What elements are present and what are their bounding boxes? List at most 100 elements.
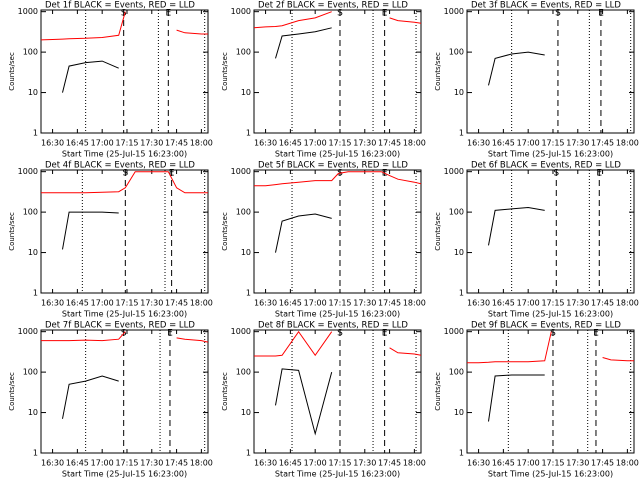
y-tick-label: 1000 bbox=[444, 7, 464, 16]
x-tick-label: 16:30 bbox=[41, 459, 64, 468]
x-tick-label: 18:00 bbox=[190, 299, 213, 308]
y-tick-label: 1000 bbox=[444, 327, 464, 336]
marker-label: E bbox=[167, 329, 173, 339]
marker-label: E bbox=[596, 169, 602, 179]
x-tick-label: 17:30 bbox=[566, 299, 589, 308]
y-tick-label: 100 bbox=[236, 368, 251, 377]
x-tick-label: 16:30 bbox=[467, 299, 490, 308]
x-tick-label: 16:30 bbox=[254, 459, 277, 468]
x-tick-label: 17:45 bbox=[591, 139, 614, 148]
series-line bbox=[254, 171, 421, 187]
y-tick-label: 100 bbox=[449, 368, 464, 377]
panel: Det 9f BLACK = Events, RED = LLD Start Ti… bbox=[434, 321, 639, 479]
x-tick-label: 17:45 bbox=[165, 139, 188, 148]
x-tick-label: 17:30 bbox=[140, 459, 163, 468]
x-tick-label: 17:00 bbox=[304, 459, 327, 468]
x-tick-label: 17:15 bbox=[115, 459, 138, 468]
series-line bbox=[488, 374, 545, 422]
y-tick-label: 10 bbox=[28, 248, 38, 257]
plot-frame bbox=[40, 169, 209, 294]
panel: Det 1f BLACK = Events, RED = LLD Start Ti… bbox=[8, 1, 213, 159]
chart-title: Det 2f BLACK = Events, RED = LLD bbox=[258, 1, 408, 11]
x-axis-label: Start Time (25-Jul-15 16:23:00) bbox=[275, 470, 400, 479]
y-axis-label: Counts/sec bbox=[8, 52, 16, 91]
x-tick-label: 17:45 bbox=[378, 139, 401, 148]
marker-label: S bbox=[337, 9, 343, 19]
x-tick-label: 18:00 bbox=[616, 139, 639, 148]
x-tick-label: 16:45 bbox=[279, 299, 302, 308]
marker-label: S bbox=[555, 9, 561, 19]
y-tick-label: 1 bbox=[246, 129, 251, 138]
y-axis-label: Counts/sec bbox=[434, 212, 442, 251]
x-tick-label: 16:30 bbox=[41, 299, 64, 308]
y-tick-label: 10 bbox=[241, 408, 251, 417]
y-tick-label: 1 bbox=[33, 289, 38, 298]
series-line bbox=[275, 27, 332, 59]
series-line bbox=[254, 330, 421, 357]
x-tick-label: 17:45 bbox=[378, 299, 401, 308]
marker-label: S bbox=[550, 329, 556, 339]
x-tick-label: 17:45 bbox=[165, 459, 188, 468]
x-tick-label: 18:00 bbox=[190, 139, 213, 148]
x-tick-label: 17:00 bbox=[91, 299, 114, 308]
x-tick-label: 18:00 bbox=[403, 459, 426, 468]
x-tick-label: 17:15 bbox=[541, 459, 564, 468]
series-line bbox=[254, 11, 421, 29]
x-axis-label: Start Time (25-Jul-15 16:23:00) bbox=[62, 150, 187, 159]
y-tick-label: 1 bbox=[459, 449, 464, 458]
x-tick-label: 16:45 bbox=[66, 299, 89, 308]
x-tick-label: 17:00 bbox=[517, 299, 540, 308]
chart-title: Det 7f BLACK = Events, RED = LLD bbox=[45, 321, 195, 331]
series-line bbox=[41, 11, 208, 41]
y-axis-label: Counts/sec bbox=[221, 52, 229, 91]
y-tick-label: 1000 bbox=[231, 327, 251, 336]
y-tick-label: 10 bbox=[454, 408, 464, 417]
chart-title: Det 3f BLACK = Events, RED = LLD bbox=[471, 1, 621, 11]
x-tick-label: 17:15 bbox=[541, 299, 564, 308]
y-tick-label: 100 bbox=[449, 48, 464, 57]
y-tick-label: 10 bbox=[241, 88, 251, 97]
plot-frame bbox=[40, 9, 209, 134]
x-tick-label: 17:15 bbox=[115, 139, 138, 148]
series-line bbox=[467, 331, 634, 364]
plot-frame bbox=[466, 9, 635, 134]
plot-frame bbox=[253, 329, 422, 454]
x-tick-label: 16:30 bbox=[467, 139, 490, 148]
x-tick-label: 17:15 bbox=[328, 139, 351, 148]
series-line bbox=[275, 368, 333, 436]
x-tick-label: 17:30 bbox=[140, 299, 163, 308]
series-line bbox=[488, 51, 545, 86]
marker-label: E bbox=[382, 329, 388, 339]
x-tick-label: 18:00 bbox=[403, 139, 426, 148]
y-tick-label: 1000 bbox=[231, 7, 251, 16]
y-tick-label: 1 bbox=[246, 449, 251, 458]
x-tick-label: 17:00 bbox=[91, 459, 114, 468]
y-axis-label: Counts/sec bbox=[221, 372, 229, 411]
x-tick-label: 17:30 bbox=[566, 459, 589, 468]
y-tick-label: 1000 bbox=[231, 167, 251, 176]
x-tick-label: 16:45 bbox=[492, 139, 515, 148]
series-line bbox=[488, 206, 545, 246]
x-tick-label: 16:45 bbox=[492, 459, 515, 468]
plot-frame bbox=[466, 329, 635, 454]
y-tick-label: 10 bbox=[454, 88, 464, 97]
panel: Det 5f BLACK = Events, RED = LLD Start Ti… bbox=[221, 161, 426, 319]
x-tick-label: 16:30 bbox=[41, 139, 64, 148]
x-tick-label: 17:00 bbox=[517, 459, 540, 468]
y-axis-label: Counts/sec bbox=[221, 212, 229, 251]
marker-label: S bbox=[553, 169, 559, 179]
marker-label: E bbox=[165, 9, 171, 19]
chart-title: Det 9f BLACK = Events, RED = LLD bbox=[471, 321, 621, 331]
x-axis-label: Start Time (25-Jul-15 16:23:00) bbox=[488, 150, 613, 159]
chart-title: Det 1f BLACK = Events, RED = LLD bbox=[45, 1, 195, 11]
y-tick-label: 10 bbox=[454, 248, 464, 257]
y-tick-label: 100 bbox=[23, 48, 38, 57]
x-tick-label: 17:45 bbox=[591, 299, 614, 308]
x-tick-label: 17:45 bbox=[378, 459, 401, 468]
series-line bbox=[41, 331, 208, 343]
x-tick-label: 17:45 bbox=[165, 299, 188, 308]
x-tick-label: 16:30 bbox=[467, 459, 490, 468]
series-line bbox=[62, 60, 119, 93]
x-tick-label: 18:00 bbox=[190, 459, 213, 468]
